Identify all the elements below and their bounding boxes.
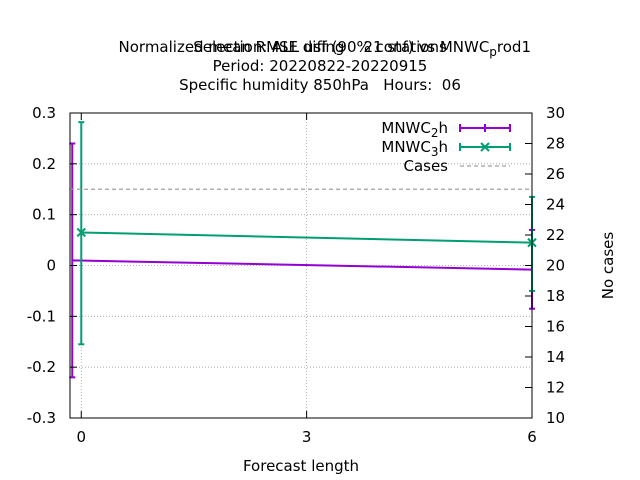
- y2-tick-label: 10: [546, 409, 565, 427]
- y2-tick-label: 20: [546, 257, 565, 275]
- y-tick-label: 0: [46, 257, 56, 275]
- axis-ticks: -0.3 -0.2 -0.1 0 0.1 0.2 0.3 10 12 14 16 18 20 22 24 26…: [27, 104, 565, 446]
- y2-tick-label: 28: [546, 135, 565, 153]
- chart-title-rest: rod1: [496, 38, 532, 56]
- chart-title-sub: p: [489, 45, 497, 59]
- y-tick-label: -0.3: [27, 409, 56, 427]
- chart-title-line-1: Normalized mean RMSE diff (90% conf) vs …: [0, 19, 640, 62]
- y2-tick-label: 26: [546, 165, 565, 183]
- x-tick-label: 6: [527, 428, 537, 446]
- legend-label-MNWC_2h: MNWC2h: [381, 119, 448, 140]
- y-tick-label: 0.2: [32, 155, 56, 173]
- chart-subtitle-parameter: Specific humidity 850hPa Hours: 06: [179, 76, 461, 94]
- y-tick-label: 0.3: [32, 104, 56, 122]
- data-point-MNWC_3h-b: [76, 227, 86, 238]
- chart-subtitle-selection: Selection: ALL using 21 stations: [193, 38, 447, 56]
- y2-tick-label: 12: [546, 379, 565, 397]
- y2-tick-label: 16: [546, 318, 565, 336]
- series-MNWC_2h: [69, 142, 535, 379]
- y2-tick-label: 18: [546, 287, 565, 305]
- series-layer: [69, 121, 537, 379]
- legend-label-MNWC_3h: MNWC3h: [381, 138, 448, 159]
- y-tick-label: -0.2: [27, 358, 56, 376]
- series-MNWC_3h: [76, 121, 537, 346]
- chart-title-main: Normalized mean RMSE diff (90% conf) vs …: [118, 38, 490, 56]
- series-line-MNWC_3h: [81, 231, 533, 244]
- y2-axis-label: No cases: [599, 232, 617, 300]
- legend-label-Cases: Cases: [403, 157, 448, 175]
- y-tick-label: -0.1: [27, 307, 56, 325]
- y-tick-label: 0.1: [32, 206, 56, 224]
- x-tick-label: 0: [76, 428, 86, 446]
- series-line-MNWC_2h: [72, 259, 533, 271]
- y2-tick-label: 22: [546, 226, 565, 244]
- y2-tick-label: 24: [546, 196, 565, 214]
- x-axis-label: Forecast length: [243, 457, 359, 475]
- x-tick-label: 3: [302, 428, 312, 446]
- y2-tick-label: 30: [546, 104, 565, 122]
- chart-subtitle-period: Period: 20220822-20220915: [212, 57, 428, 75]
- legend-marker-MNWC_3h-b: [480, 142, 490, 152]
- y2-tick-label: 14: [546, 348, 565, 366]
